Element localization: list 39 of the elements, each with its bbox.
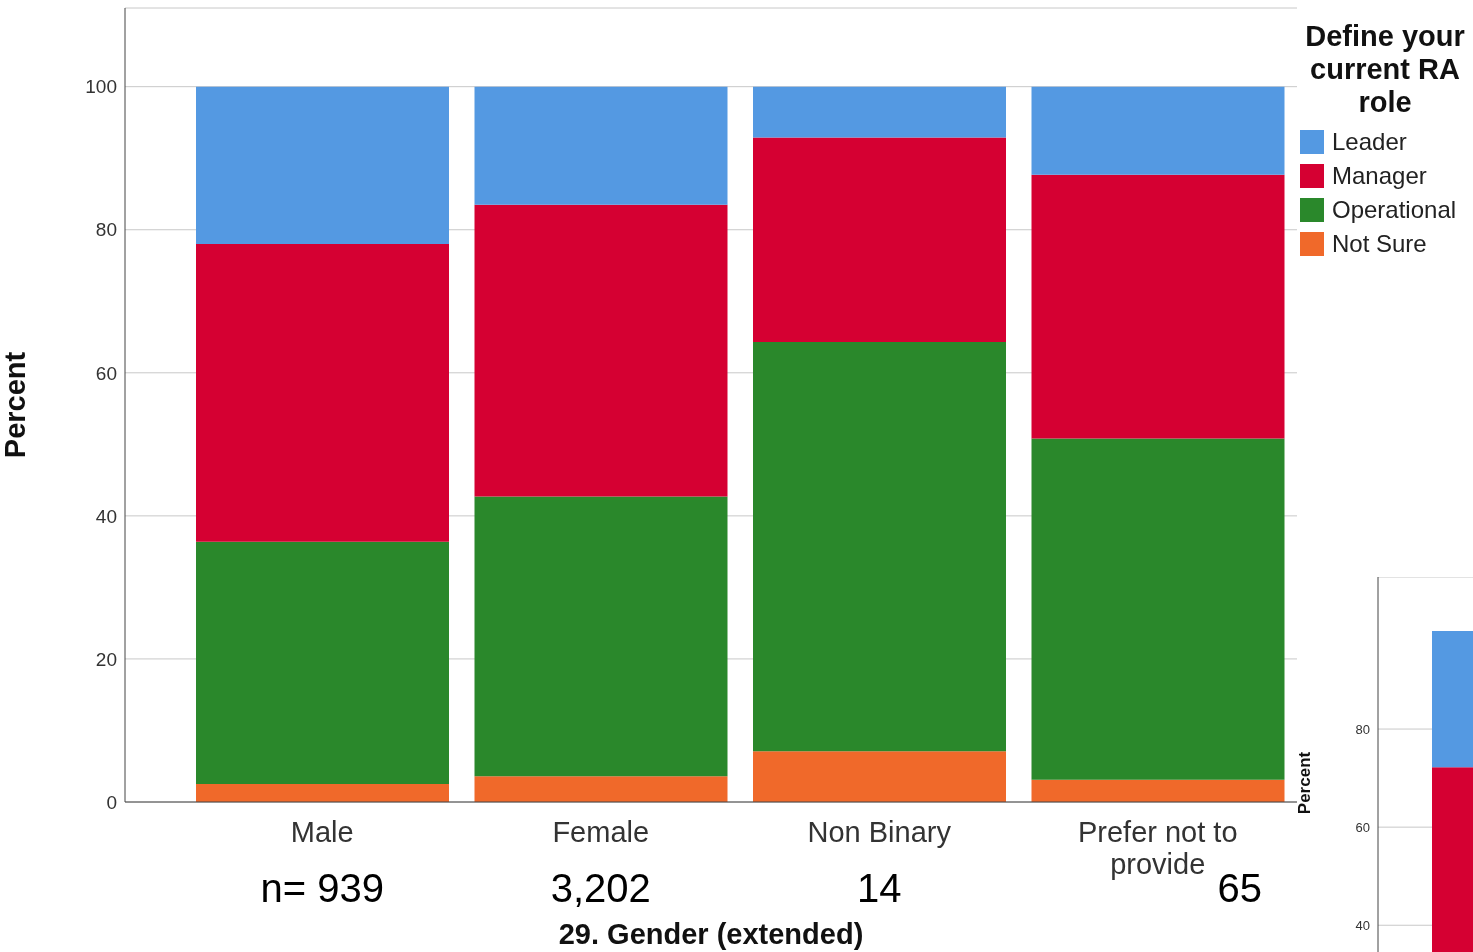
y-tick-label: 80 <box>95 219 117 241</box>
text: 3,202 <box>550 866 651 910</box>
legend-label: Operational <box>1332 196 1457 224</box>
bar <box>474 776 728 802</box>
bar <box>1031 779 1285 802</box>
text: n= 939 <box>260 866 384 910</box>
y-axis-title: Percent <box>0 351 32 459</box>
bar <box>753 751 1006 802</box>
x-tick-label: Non Binary <box>807 816 952 848</box>
y-tick-label: 20 <box>95 648 117 670</box>
y-tick-label: 0 <box>106 791 117 813</box>
x-tick-label: Female <box>552 816 650 848</box>
bar <box>1031 174 1285 439</box>
legend-label: Not Sure <box>1332 230 1427 258</box>
bar <box>196 784 449 802</box>
bar <box>1031 438 1285 780</box>
y-tick-label: 60 <box>1355 819 1370 835</box>
bar <box>196 541 449 785</box>
bar <box>196 244 449 542</box>
y-tick-label: 100 <box>85 76 117 98</box>
x-tick-label: Male <box>290 816 354 848</box>
bar <box>753 86 1006 138</box>
y-tick-label: 40 <box>1355 917 1370 933</box>
bar <box>753 137 1006 343</box>
bar <box>1031 86 1285 175</box>
x-axis-title: 29. Gender (extended) <box>558 918 864 950</box>
legend-title: Define your current RA role <box>1304 20 1466 119</box>
y-tick-label: 40 <box>95 505 117 527</box>
legend-label: Leader <box>1332 128 1407 156</box>
text: 14 <box>857 866 902 910</box>
bar <box>474 496 728 777</box>
bar <box>753 342 1006 752</box>
legend-label: Manager <box>1332 162 1427 190</box>
bar <box>474 204 728 497</box>
y-tick-label: 80 <box>1355 721 1370 737</box>
bar <box>474 86 728 205</box>
y-axis-title: Percent <box>1295 751 1315 815</box>
bar <box>196 86 449 245</box>
y-tick-label: 60 <box>95 362 117 384</box>
